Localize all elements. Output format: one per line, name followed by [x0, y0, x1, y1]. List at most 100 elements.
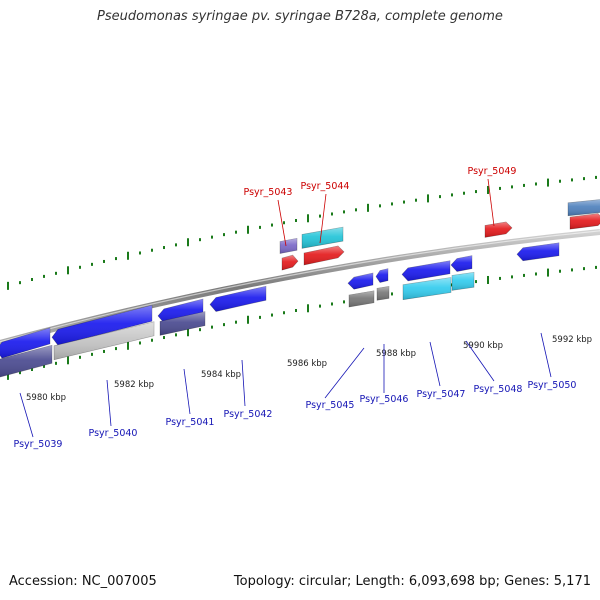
accession-label: Accession: NC_007005: [9, 574, 157, 589]
feature-gray-5045-shading: [349, 290, 374, 307]
reverse-ruler-tick: [175, 333, 177, 337]
gene-label: Psyr_5043: [244, 187, 293, 198]
reverse-ruler-tick: [583, 267, 585, 271]
forward-ruler-tick: [511, 185, 513, 189]
genome-backbone-highlight: [0, 230, 600, 343]
forward-ruler-tick: [211, 235, 213, 239]
reverse-ruler-tick: [595, 265, 597, 269]
gene-psyr-5047-shading: [402, 260, 450, 281]
forward-ruler-tick: [451, 193, 453, 197]
reverse-ruler-tick: [139, 341, 141, 345]
feature-purple-5039-shading: [0, 345, 52, 378]
forward-ruler-tick: [355, 208, 357, 212]
leader-line-reverse-8: [540, 332, 552, 378]
feature-steel-5050-shading: [568, 199, 600, 216]
reverse-ruler-tick: [43, 364, 45, 368]
topology-label: Topology: circular; Length: 6,093,698 bp…: [233, 574, 591, 589]
reverse-ruler-tick: [19, 371, 21, 375]
reverse-ruler-tick: [523, 273, 525, 277]
forward-ruler-tick: [475, 190, 477, 194]
leader-line-reverse-7: [465, 340, 495, 382]
gene-label: Psyr_5050: [528, 380, 577, 391]
gene-label: Psyr_5042: [224, 409, 273, 420]
forward-ruler-tick: [535, 182, 537, 186]
forward-ruler-tick: [319, 214, 321, 218]
gene-psyr-5042-shading: [210, 286, 266, 312]
leader-line-reverse-4: [324, 347, 365, 399]
forward-ruler-tick: [295, 218, 297, 222]
reverse-ruler-tick: [571, 268, 573, 272]
forward-ruler-tick: [463, 191, 465, 195]
reverse-ruler-tick: [247, 315, 249, 324]
reverse-ruler-tick: [343, 300, 345, 304]
reverse-ruler-tick: [223, 323, 225, 327]
leader-line-reverse-1: [106, 379, 112, 427]
reverse-ruler-tick: [475, 280, 477, 284]
forward-ruler-tick: [43, 274, 45, 278]
forward-ruler-tick: [19, 281, 21, 285]
scale-label-6: 5992 kbp: [552, 335, 592, 345]
forward-ruler-tick: [331, 212, 333, 216]
feature-purple-5041-shading: [160, 311, 205, 336]
reverse-ruler-tick: [235, 320, 237, 324]
forward-ruler-tick: [307, 214, 309, 223]
feature-lightblue-5047-shading: [403, 277, 451, 300]
forward-ruler-tick: [391, 202, 393, 206]
reverse-ruler-tick: [7, 371, 9, 380]
reverse-ruler-tick: [151, 338, 153, 342]
forward-ruler-tick: [67, 266, 69, 275]
reverse-ruler-tick: [187, 328, 189, 337]
reverse-ruler-tick: [307, 304, 309, 313]
feature-cyan-5044-shading: [302, 227, 343, 249]
forward-ruler-tick: [547, 178, 549, 187]
forward-ruler-tick: [151, 248, 153, 252]
gene-psyr-5039-shading: [0, 327, 50, 359]
forward-ruler-tick: [559, 179, 561, 183]
gene-label: Psyr_5049: [468, 166, 517, 177]
gene-psyr-5046-shading: [376, 268, 388, 283]
page-title: Pseudomonas syringae pv. syringae B728a,…: [97, 9, 503, 24]
forward-ruler-tick: [583, 177, 585, 181]
reverse-ruler-tick: [115, 347, 117, 351]
forward-ruler-tick: [367, 203, 369, 212]
gene-label: Psyr_5048: [474, 384, 523, 395]
scale-label-2: 5984 kbp: [201, 370, 241, 380]
reverse-ruler-tick: [295, 308, 297, 312]
forward-ruler-tick: [175, 243, 177, 247]
gene-psyr-5049-shading: [485, 221, 512, 238]
scale-label-3: 5986 kbp: [287, 359, 327, 369]
scale-label-0: 5980 kbp: [26, 393, 66, 403]
forward-ruler-tick: [499, 186, 501, 190]
leader-line-reverse-6: [429, 341, 441, 387]
gene-label: Psyr_5047: [417, 389, 466, 400]
gene-psyr-5043-shading: [282, 255, 298, 271]
forward-ruler-tick: [427, 194, 429, 203]
gene-psyr-5044-shading: [304, 245, 344, 265]
reverse-ruler-tick: [271, 313, 273, 317]
forward-ruler-tick: [103, 259, 105, 263]
gene-label: Psyr_5039: [14, 439, 63, 450]
forward-ruler-tick: [163, 246, 165, 250]
scale-label-4: 5988 kbp: [376, 349, 416, 359]
forward-ruler-tick: [439, 195, 441, 199]
leader-line-reverse-3: [241, 359, 246, 407]
gene-psyr-5048-shading: [451, 255, 472, 272]
feature-gray-5040-shading: [54, 321, 154, 360]
gene-label: Psyr_5040: [89, 428, 138, 439]
forward-ruler-tick: [139, 251, 141, 255]
reverse-ruler-tick: [79, 355, 81, 359]
scale-label-5: 5990 kbp: [463, 341, 503, 351]
gene-label: Psyr_5041: [166, 417, 215, 428]
reverse-ruler-tick: [55, 361, 57, 365]
leader-line-forward-0: [277, 199, 287, 247]
forward-ruler-tick: [271, 223, 273, 227]
forward-ruler-tick: [223, 233, 225, 237]
gene-label: Psyr_5044: [301, 181, 350, 192]
reverse-ruler-tick: [499, 276, 501, 280]
reverse-ruler-tick: [31, 368, 33, 372]
forward-ruler-tick: [283, 221, 285, 225]
reverse-ruler-tick: [211, 325, 213, 329]
forward-ruler-tick: [55, 271, 57, 275]
